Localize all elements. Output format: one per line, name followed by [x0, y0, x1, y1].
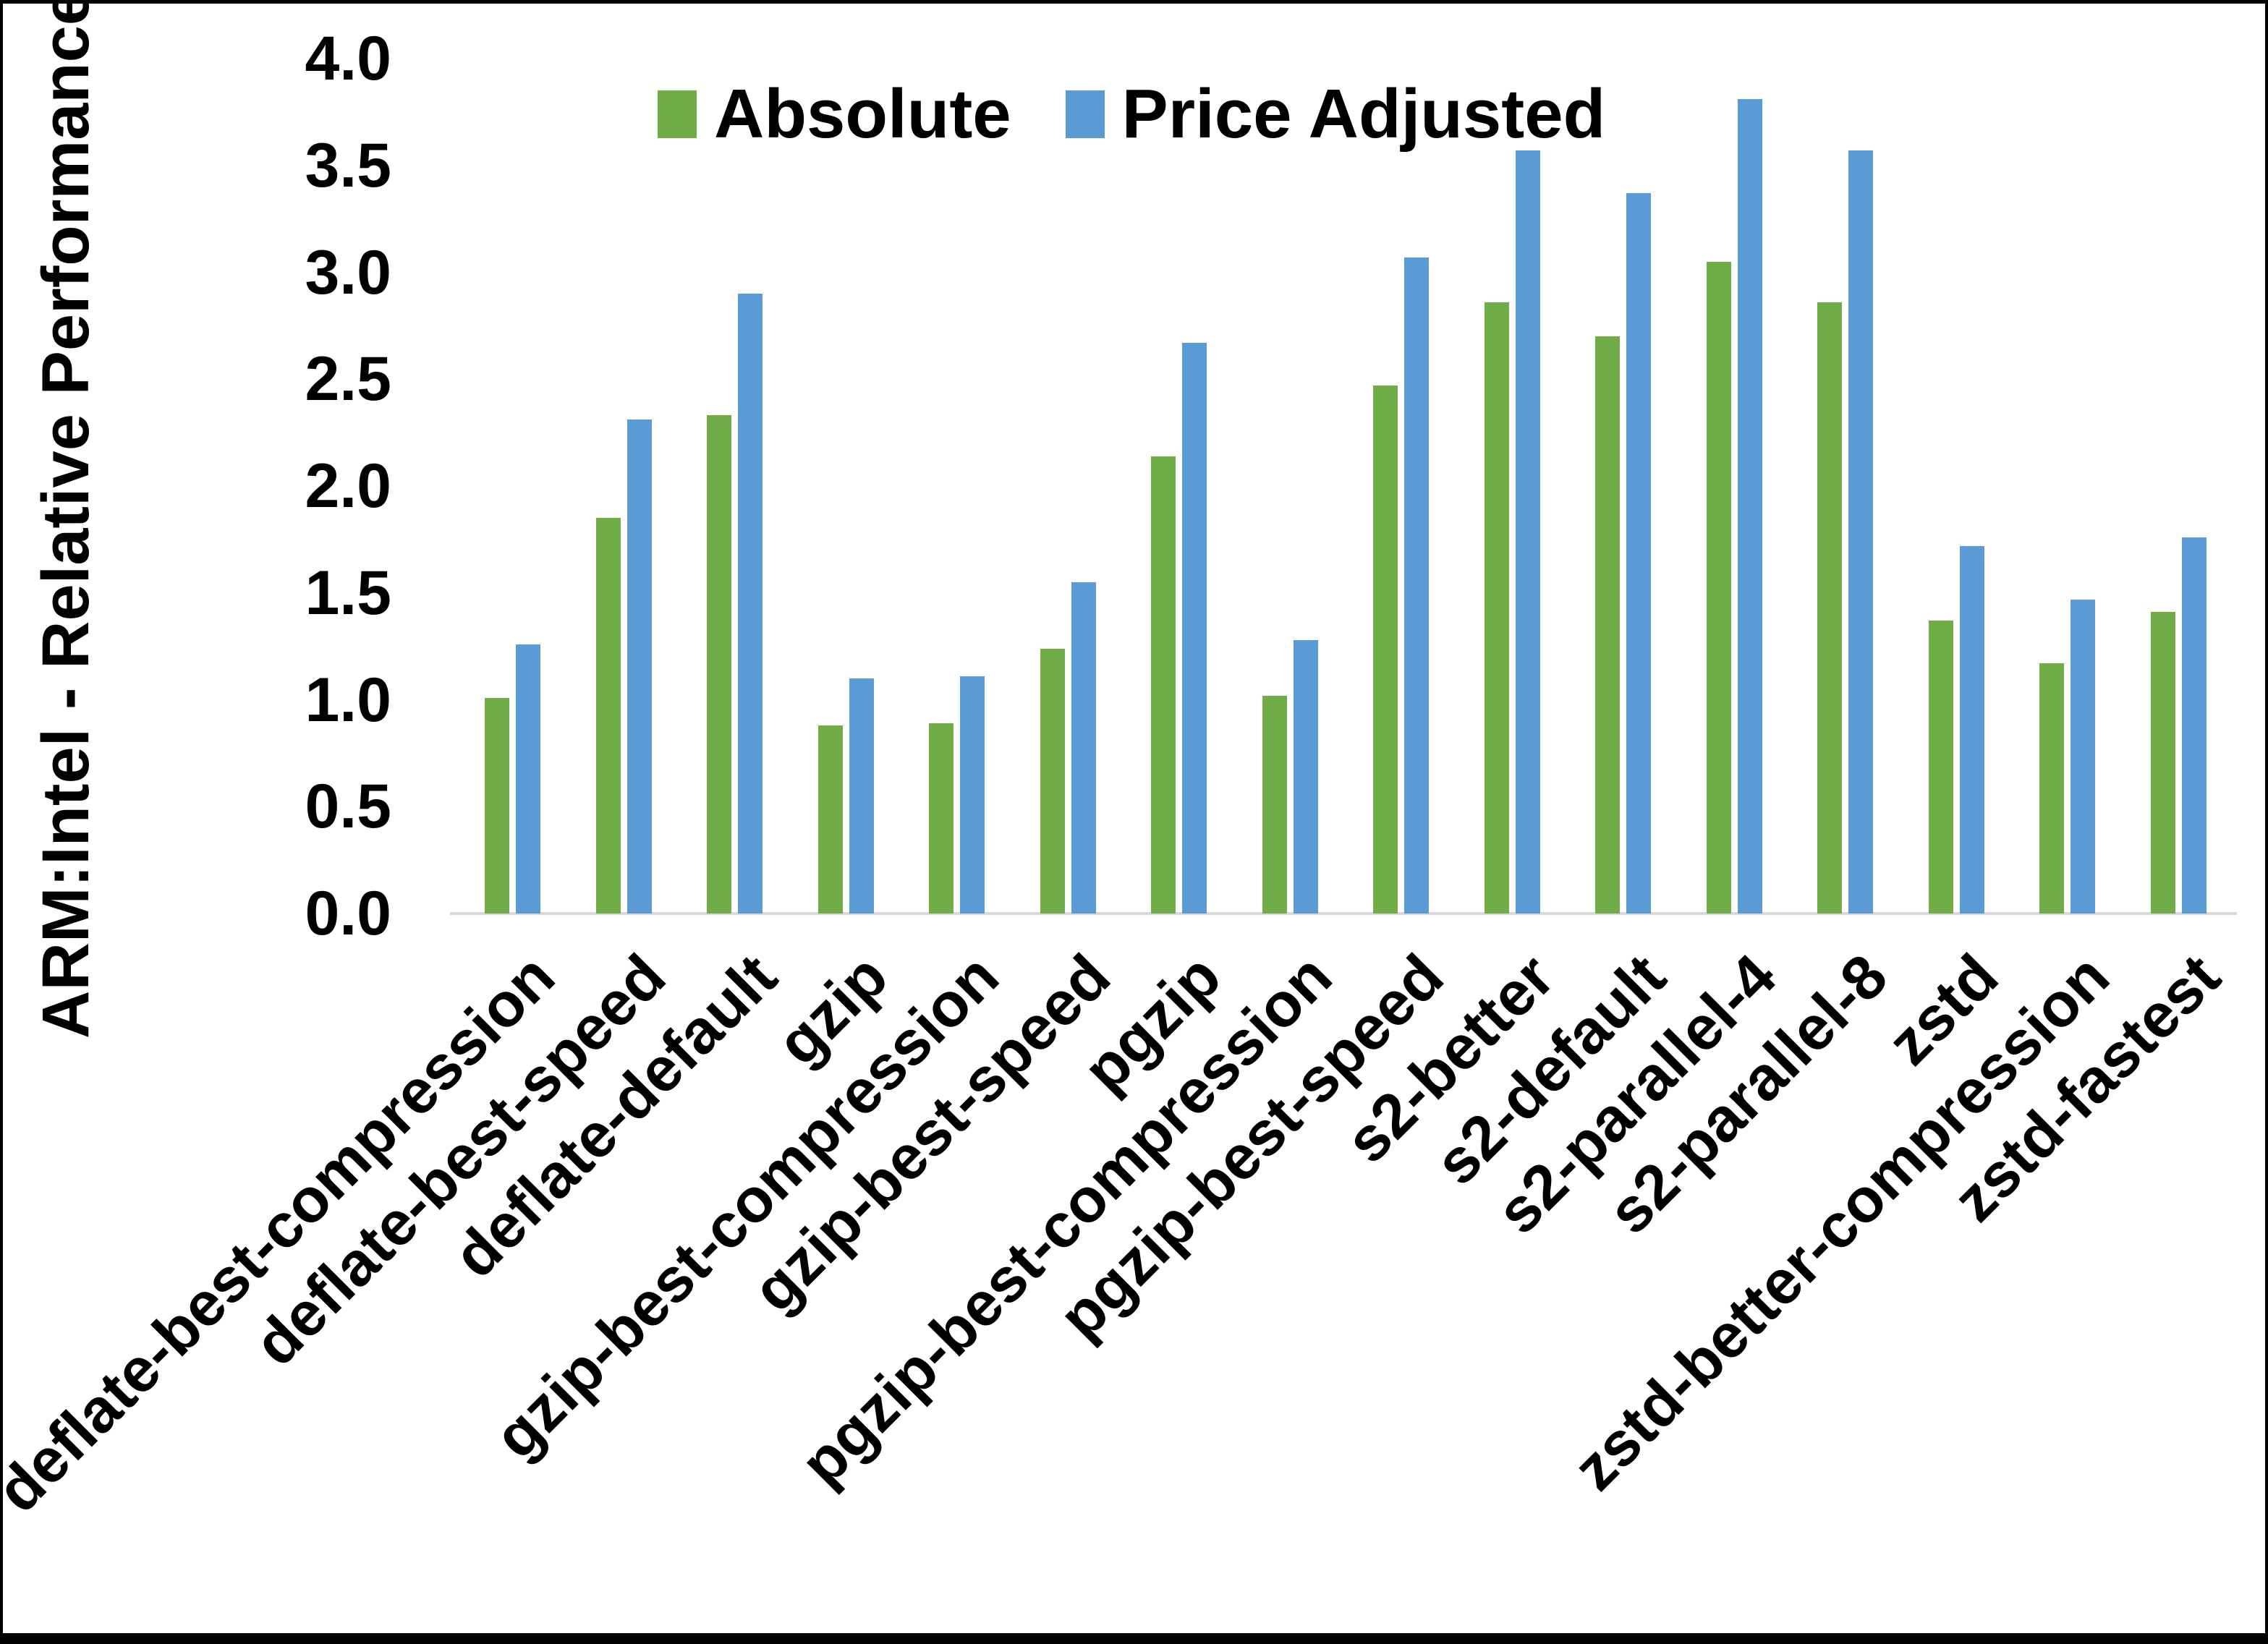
bar-absolute	[1595, 336, 1621, 913]
bar-price-adjusted	[1182, 343, 1207, 913]
bar-price-adjusted	[2181, 537, 2207, 913]
bar-absolute	[1928, 621, 1953, 913]
legend-swatch-price-adjusted-icon	[1065, 90, 1105, 138]
bar-price-adjusted	[2070, 600, 2096, 913]
bar-absolute	[1817, 302, 1843, 913]
bar-absolute	[595, 518, 621, 913]
legend-label-price-adjusted: Price Adjusted	[1121, 75, 1606, 153]
bar-price-adjusted	[516, 644, 541, 913]
bar-price-adjusted	[849, 678, 874, 913]
bar-absolute	[1151, 456, 1176, 913]
bar-price-adjusted	[1515, 150, 1540, 913]
y-tick-label: 3.0	[305, 237, 391, 307]
bar-price-adjusted	[627, 419, 652, 913]
bar-absolute	[929, 723, 954, 913]
y-tick-label: 4.0	[305, 24, 391, 93]
x-axis-line	[450, 912, 2237, 915]
y-axis-title: ARM:Intel - Relative Performance	[29, 0, 103, 1039]
bar-price-adjusted	[738, 294, 763, 913]
bar-absolute	[1373, 386, 1398, 913]
y-tick-label: 0.5	[305, 772, 391, 842]
bar-absolute	[1706, 262, 1731, 913]
bar-absolute	[817, 725, 843, 913]
bar-absolute	[2150, 612, 2175, 913]
bar-absolute	[1262, 696, 1287, 913]
plot-area: ARM:Intel - Relative Performance Absolut…	[3, 4, 2265, 1633]
bar-absolute	[1040, 649, 1065, 913]
bar-price-adjusted	[1848, 150, 1874, 913]
bar-price-adjusted	[1959, 546, 1984, 913]
bar-absolute	[2039, 663, 2065, 913]
bar-price-adjusted	[1071, 582, 1096, 913]
y-tick-label: 1.0	[305, 665, 391, 735]
y-tick-label: 2.5	[305, 344, 391, 414]
bar-absolute	[1484, 302, 1509, 913]
bar-price-adjusted	[1737, 99, 1762, 913]
legend-swatch-absolute-icon	[658, 90, 697, 138]
bar-absolute	[485, 698, 510, 913]
legend-item-price-adjusted: Price Adjusted	[1065, 75, 1606, 153]
legend-item-absolute: Absolute	[658, 80, 1011, 149]
bar-price-adjusted	[1626, 193, 1652, 913]
bar-absolute	[707, 415, 732, 913]
legend: Absolute Price Adjusted	[658, 80, 1605, 149]
bar-price-adjusted	[1404, 257, 1430, 913]
y-tick-label: 3.5	[305, 130, 391, 200]
bar-price-adjusted	[960, 676, 985, 913]
y-tick-label: 2.0	[305, 451, 391, 521]
y-tick-label: 0.0	[305, 879, 391, 948]
legend-label-absolute: Absolute	[714, 75, 1011, 153]
y-tick-label: 1.5	[305, 558, 391, 628]
bar-price-adjusted	[1293, 640, 1318, 913]
